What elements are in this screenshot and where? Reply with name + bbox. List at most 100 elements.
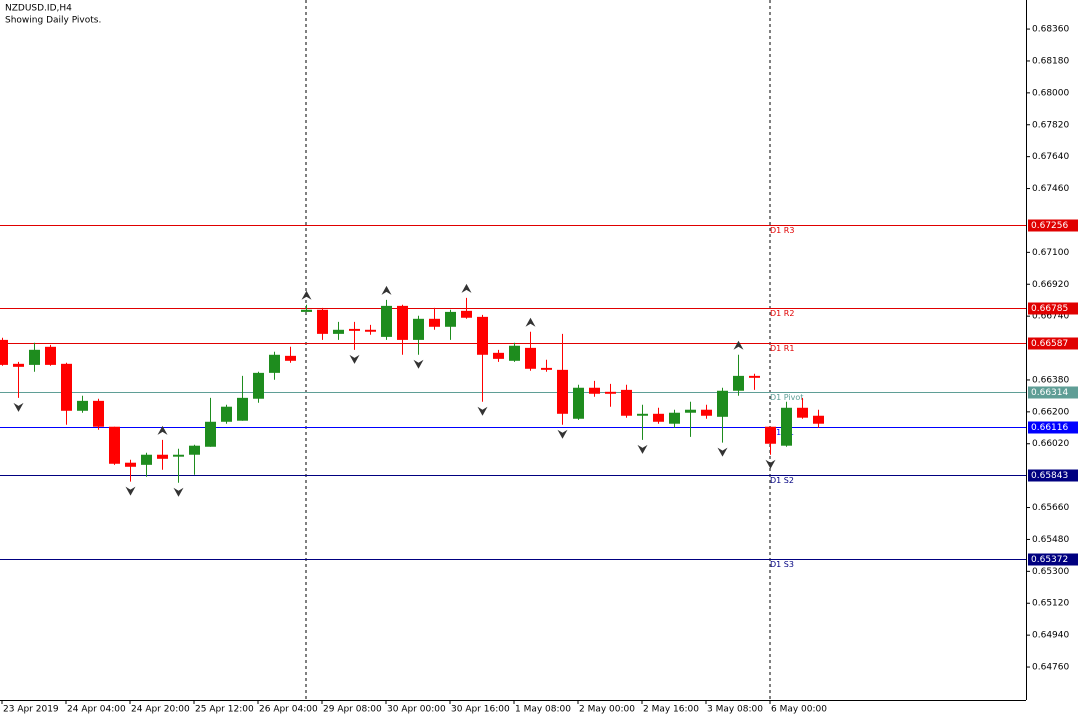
y-tick-label: 0.66740: [1032, 312, 1069, 322]
candle-body: [381, 305, 392, 337]
candle-body: [29, 349, 40, 365]
candle-body: [509, 345, 520, 361]
fractal-down: [557, 429, 568, 439]
y-tick-label: 0.67640: [1032, 152, 1069, 162]
pivot-price-label: 0.67256: [1031, 221, 1068, 231]
fractal-up: [525, 317, 536, 327]
pivot-price-box: [1028, 337, 1078, 350]
candle-body: [669, 412, 680, 424]
candle-body: [45, 346, 56, 365]
candle-body: [93, 400, 104, 427]
chart-subtitle: Showing Daily Pivots.: [5, 16, 101, 26]
candle-body: [301, 309, 312, 312]
candle-body: [525, 347, 536, 369]
x-tick-label: 3 May 08:00: [707, 705, 763, 715]
candle-body: [477, 316, 488, 355]
x-tick-label: 24 Apr 20:00: [131, 705, 190, 715]
chart-title: NZDUSD.ID,H4: [5, 4, 72, 14]
candle-body: [221, 406, 232, 422]
fractal-down: [477, 406, 488, 416]
candle-body: [685, 409, 696, 413]
candle-body: [189, 445, 200, 455]
fractal-up: [733, 340, 744, 350]
x-tick-label: 6 May 00:00: [771, 705, 827, 715]
candle-body: [109, 426, 120, 464]
x-tick-label: 30 Apr 00:00: [387, 705, 446, 715]
candle-body: [349, 328, 360, 331]
candle-body: [77, 400, 88, 411]
pivot-price-label: 0.66785: [1031, 304, 1068, 314]
pivot-price-box: [1028, 219, 1078, 232]
y-tick-label: 0.67460: [1032, 184, 1069, 194]
candle-body: [141, 454, 152, 465]
fractal-up: [381, 285, 392, 295]
pivot-name: D1 S3: [770, 560, 794, 569]
fractal-down: [173, 487, 184, 497]
x-tick-label: 2 May 00:00: [579, 705, 635, 715]
pivot-name: D1 Pivot: [770, 393, 803, 402]
candle-body: [173, 454, 184, 457]
x-tick-label: 2 May 16:00: [643, 705, 699, 715]
candle-body: [589, 387, 600, 394]
candle-body: [269, 354, 280, 373]
y-tick-label: 0.66380: [1032, 375, 1069, 385]
candle-body: [429, 318, 440, 327]
pivot-name: D1 R3: [770, 226, 794, 235]
candle-body: [797, 407, 808, 418]
x-tick-label: 23 Apr 2019: [3, 705, 59, 715]
pivot-price-label: 0.65843: [1031, 471, 1068, 481]
candle-body: [701, 409, 712, 416]
pivot-price-box: [1028, 386, 1078, 399]
candle-body: [557, 369, 568, 414]
candle-body: [445, 311, 456, 327]
x-tick-label: 29 Apr 08:00: [323, 705, 382, 715]
x-tick-label: 30 Apr 16:00: [451, 705, 510, 715]
fractal-down: [125, 486, 136, 496]
y-tick-label: 0.66200: [1032, 407, 1069, 417]
fractal-down: [413, 359, 424, 369]
fractal-down: [637, 444, 648, 454]
candle-body: [765, 426, 776, 444]
y-tick-label: 0.67100: [1032, 248, 1069, 258]
pivot-price-box: [1028, 553, 1078, 566]
candle-body: [621, 389, 632, 416]
candle-body: [541, 367, 552, 370]
fractal-up: [157, 425, 168, 435]
y-tick-label: 0.66020: [1032, 439, 1069, 449]
candle-body: [813, 415, 824, 424]
candle-body: [125, 462, 136, 467]
candle-body: [237, 397, 248, 421]
fractal-up: [301, 290, 312, 300]
candle-body: [493, 352, 504, 359]
candle-body: [413, 318, 424, 340]
y-tick-label: 0.68180: [1032, 56, 1069, 66]
candle-body: [781, 407, 792, 446]
fractal-down: [349, 354, 360, 364]
pivot-price-box: [1028, 302, 1078, 315]
fractal-down: [765, 459, 776, 469]
candle-body: [733, 375, 744, 391]
y-tick-label: 0.65120: [1032, 599, 1069, 609]
y-tick-label: 0.65660: [1032, 503, 1069, 513]
candle-body: [13, 363, 24, 367]
pivot-name: D1 R2: [770, 309, 794, 318]
x-tick-label: 26 Apr 04:00: [259, 705, 318, 715]
y-tick-label: 0.68000: [1032, 88, 1069, 98]
y-tick-label: 0.66920: [1032, 280, 1069, 290]
y-tick-label: 0.67820: [1032, 120, 1069, 130]
candle-body: [397, 305, 408, 340]
candle-body: [717, 390, 728, 417]
candle-body: [605, 391, 616, 394]
pivot-price-label: 0.65372: [1031, 555, 1068, 565]
candle-body: [637, 413, 648, 416]
candle-body: [285, 355, 296, 361]
candle-body: [253, 372, 264, 399]
pivot-price-box: [1028, 469, 1078, 482]
fractal-down: [13, 402, 24, 412]
candle-body: [0, 339, 8, 365]
pivot-price-label: 0.66116: [1031, 423, 1068, 433]
candle-body: [205, 421, 216, 447]
candle-body: [653, 413, 664, 422]
